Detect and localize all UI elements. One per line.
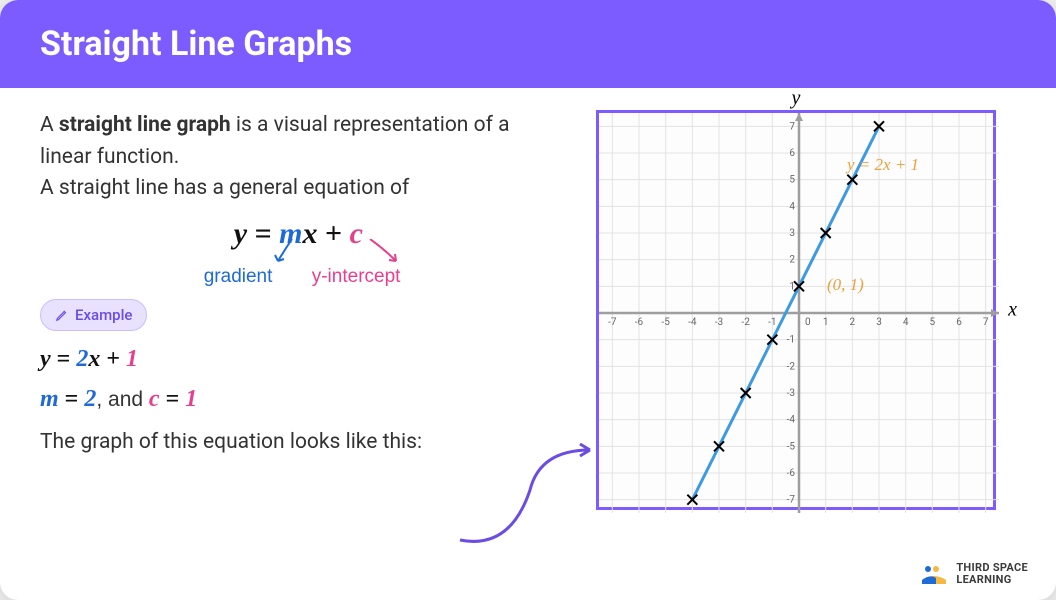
arrow-gradient-icon	[274, 239, 314, 269]
general-equation: y = mx + c gradient y-intercept	[40, 211, 557, 291]
line-chart: y x -7-6-5-4-3-2-11234567-7-6-5-4-3-2-11…	[596, 110, 996, 510]
svg-text:6: 6	[789, 148, 795, 159]
svg-text:5: 5	[930, 317, 936, 328]
svg-text:6: 6	[956, 317, 962, 328]
x-axis-label: x	[1008, 299, 1017, 322]
intro-text: A straight line graph is a visual repres…	[40, 110, 557, 173]
svg-text:5: 5	[789, 175, 795, 186]
svg-text:7: 7	[983, 317, 989, 328]
svg-text:-5: -5	[661, 317, 670, 328]
lesson-card: Straight Line Graphs A straight line gra…	[0, 0, 1056, 600]
svg-text:2: 2	[850, 317, 856, 328]
svg-text:2: 2	[789, 255, 795, 266]
logo-icon	[920, 564, 948, 584]
svg-text:-4: -4	[787, 415, 796, 426]
card-body: A straight line graph is a visual repres…	[0, 88, 1056, 520]
svg-text:4: 4	[789, 201, 795, 212]
explanation-column: A straight line graph is a visual repres…	[40, 110, 557, 510]
svg-text:4: 4	[903, 317, 909, 328]
svg-text:-6: -6	[787, 468, 796, 479]
logo-text: THIRD SPACELEARNING	[956, 562, 1028, 586]
example-pill: Example	[40, 299, 147, 332]
svg-text:-1: -1	[787, 335, 795, 346]
svg-text:-2: -2	[741, 317, 750, 328]
svg-text:1: 1	[823, 317, 829, 328]
chart-svg: -7-6-5-4-3-2-11234567-7-6-5-4-3-2-112345…	[599, 113, 999, 513]
svg-text:0: 0	[805, 317, 811, 328]
example-equation: y = 2x + 1	[40, 341, 557, 377]
svg-text:-3: -3	[715, 317, 723, 328]
example-values: m = 2, and c = 1	[40, 381, 557, 417]
svg-text:3: 3	[789, 228, 795, 239]
svg-text:-3: -3	[787, 388, 795, 399]
svg-text:-2: -2	[787, 361, 796, 372]
svg-text:7: 7	[789, 121, 795, 132]
svg-text:3: 3	[876, 317, 882, 328]
y-axis-label: y	[792, 87, 801, 110]
pencil-icon	[55, 308, 69, 322]
svg-text:-1: -1	[768, 317, 776, 328]
svg-text:-7: -7	[608, 317, 617, 328]
gradient-label: gradient	[204, 263, 273, 292]
svg-text:-7: -7	[787, 495, 796, 506]
page-title: Straight Line Graphs	[40, 24, 352, 64]
card-header: Straight Line Graphs	[0, 0, 1056, 88]
svg-text:-5: -5	[787, 441, 796, 452]
chart-column: y x -7-6-5-4-3-2-11234567-7-6-5-4-3-2-11…	[577, 110, 1026, 510]
brand-logo: THIRD SPACELEARNING	[920, 562, 1028, 586]
intercept-label: y-intercept	[312, 263, 401, 292]
svg-text:-6: -6	[635, 317, 644, 328]
line-equation-label: y = 2x + 1	[847, 155, 919, 175]
intro-text-2: A straight line has a general equation o…	[40, 173, 557, 205]
svg-text:-4: -4	[688, 317, 697, 328]
bottom-text: The graph of this equation looks like th…	[40, 427, 557, 459]
intercept-point-label: (0, 1)	[827, 275, 864, 295]
